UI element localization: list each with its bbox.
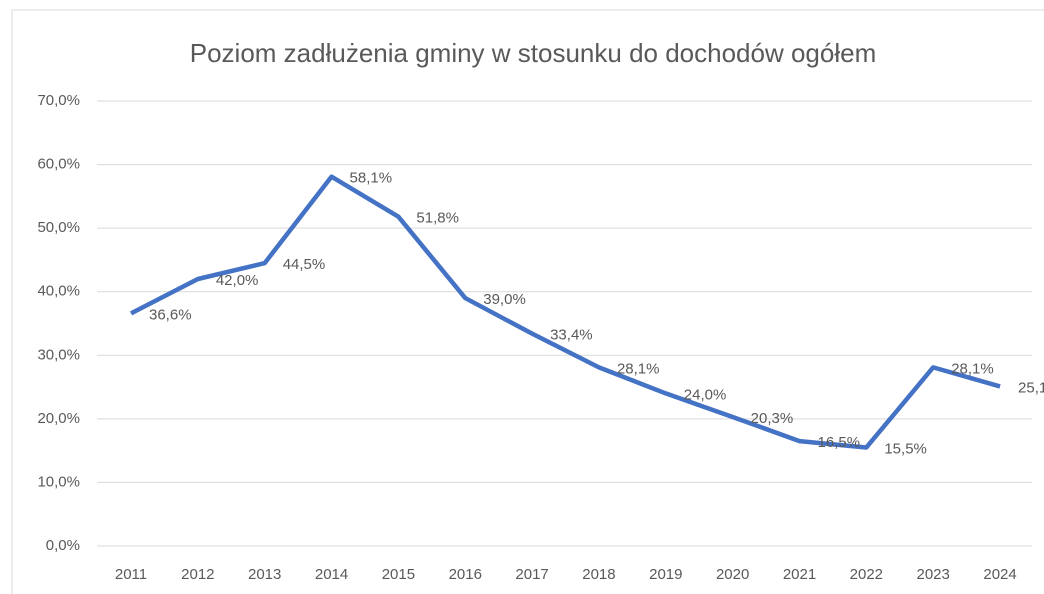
y-tick-label: 60,0% — [37, 156, 80, 173]
y-tick-label: 10,0% — [37, 473, 80, 490]
x-tick-label: 2021 — [783, 566, 816, 583]
data-label: 42,0% — [216, 272, 259, 289]
x-tick-label: 2019 — [649, 566, 682, 583]
y-tick-label: 30,0% — [37, 346, 80, 363]
x-tick-label: 2011 — [115, 566, 147, 583]
x-tick-label: 2015 — [382, 566, 415, 583]
data-label: 25,1% — [1018, 379, 1044, 396]
data-line — [129, 174, 1001, 450]
data-label: 39,0% — [483, 291, 526, 308]
chart-title: Poziom zadłużenia gminy w stosunku do do… — [190, 38, 877, 68]
y-tick-label: 0,0% — [46, 537, 80, 554]
data-label: 36,6% — [149, 306, 192, 323]
x-tick-label: 2023 — [917, 566, 950, 583]
x-tick-label: 2022 — [850, 566, 883, 583]
x-tick-label: 2013 — [248, 566, 281, 583]
data-label: 20,3% — [751, 410, 794, 427]
x-tick-label: 2024 — [983, 566, 1016, 583]
x-tick-label: 2016 — [449, 566, 482, 583]
x-tick-label: 2012 — [181, 566, 214, 583]
x-tick-label: 2017 — [515, 566, 548, 583]
data-label: 51,8% — [416, 210, 459, 227]
data-label: 16,5% — [818, 434, 861, 451]
y-tick-label: 20,0% — [37, 410, 80, 427]
x-tick-label: 2020 — [716, 566, 749, 583]
data-label: 44,5% — [283, 256, 326, 273]
data-label: 28,1% — [951, 360, 994, 377]
data-label: 28,1% — [617, 360, 660, 377]
y-tick-label: 70,0% — [37, 92, 80, 109]
data-label: 33,4% — [550, 327, 593, 344]
x-tick-label: 2018 — [582, 566, 615, 583]
data-label: 15,5% — [884, 440, 927, 457]
chart-border — [11, 9, 1044, 594]
y-tick-label: 40,0% — [37, 283, 80, 300]
x-tick-label: 2014 — [315, 566, 348, 583]
data-label: 58,1% — [350, 170, 393, 187]
y-tick-label: 50,0% — [37, 219, 80, 236]
data-label: 24,0% — [684, 386, 727, 403]
